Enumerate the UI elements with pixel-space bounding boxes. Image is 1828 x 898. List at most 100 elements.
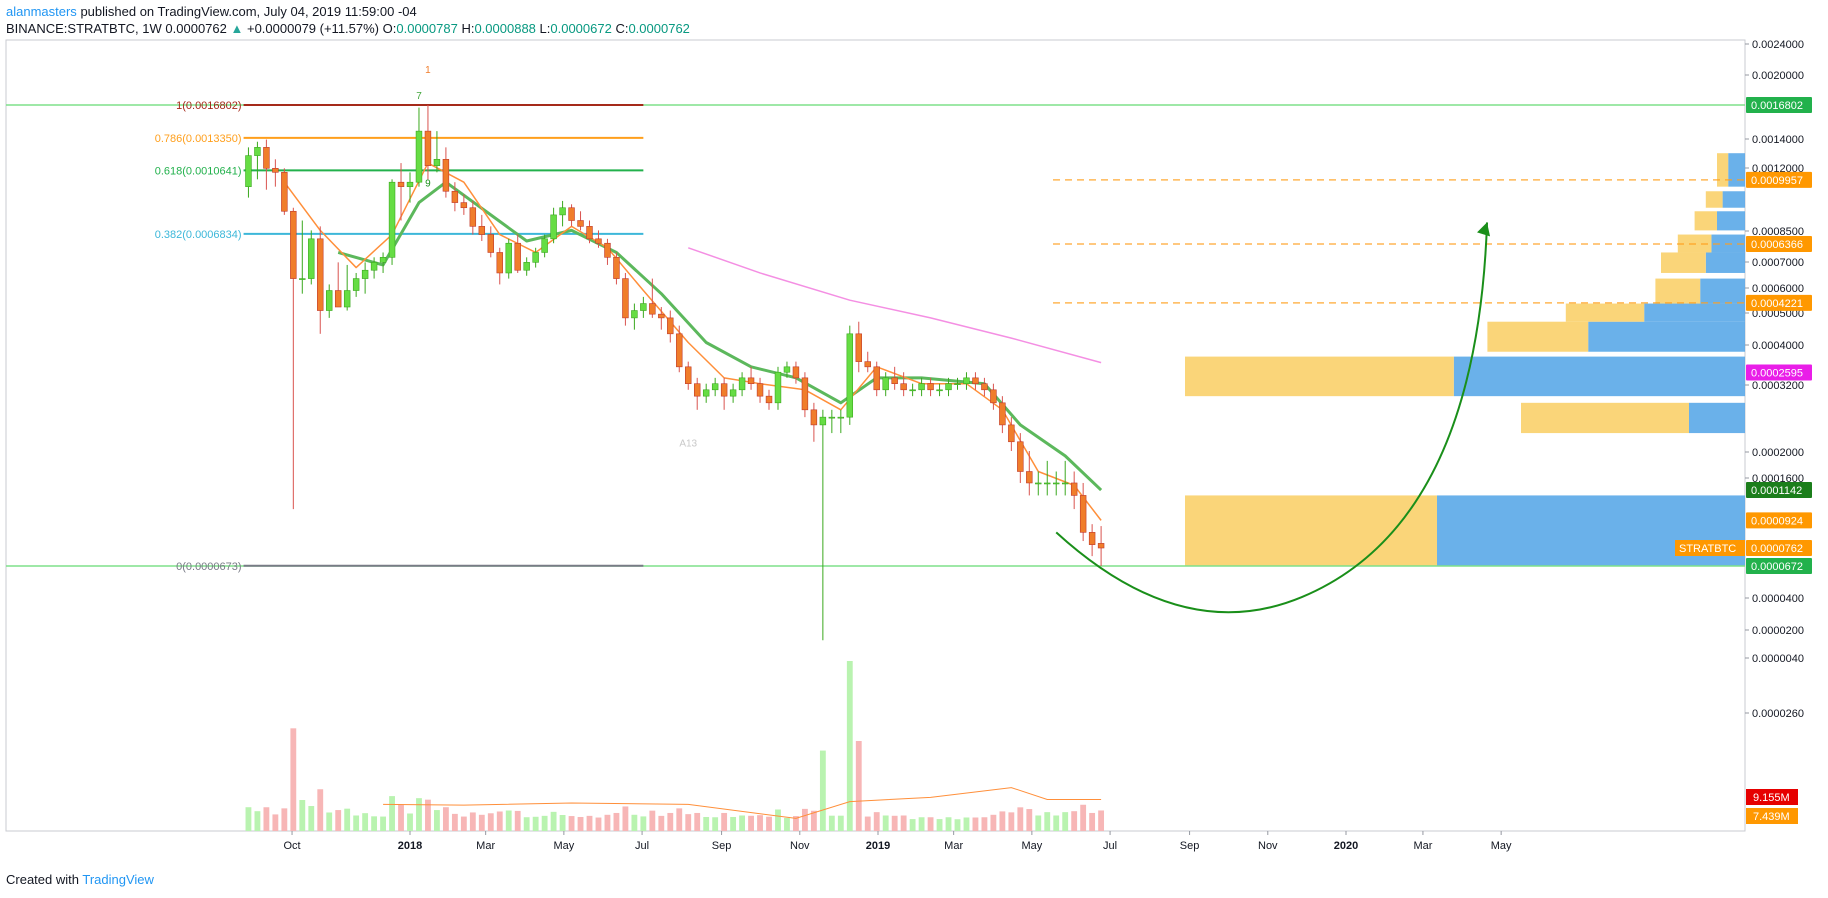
volume-bar-19 bbox=[416, 798, 422, 831]
sma-long-line bbox=[687, 247, 1102, 364]
close-label: C: bbox=[615, 21, 629, 36]
time-tick-label-10: Jul bbox=[1103, 840, 1117, 852]
volume-bar-27 bbox=[487, 813, 494, 831]
volume-bar-20 bbox=[425, 799, 431, 831]
candle-body-60 bbox=[783, 366, 791, 373]
candle-body-87 bbox=[1026, 471, 1033, 484]
candle-body-15 bbox=[379, 257, 387, 263]
time-tick-label-6: Nov bbox=[790, 840, 810, 852]
volume-bar-78 bbox=[945, 817, 952, 831]
candle-body-91 bbox=[1061, 482, 1069, 485]
volume-bar-64 bbox=[819, 750, 826, 831]
volume-bar-80 bbox=[963, 817, 970, 831]
candle-body-1 bbox=[254, 147, 261, 156]
candle-body-26 bbox=[478, 226, 486, 235]
volume-profile-up-10 bbox=[1728, 153, 1745, 187]
candle-body-25 bbox=[469, 207, 477, 227]
price-tick-label-0: 0.0024000 bbox=[1752, 39, 1804, 51]
time-tick-label-14: Mar bbox=[1413, 840, 1432, 852]
volume-profile-up-8 bbox=[1717, 211, 1745, 231]
candle-body-32 bbox=[532, 252, 539, 263]
candle-body-18 bbox=[406, 181, 414, 187]
volume-bar-2 bbox=[263, 807, 270, 831]
candle-body-34 bbox=[550, 214, 557, 240]
published-text: published on TradingView.com, July 04, 2… bbox=[80, 4, 417, 19]
price-badge-bg-8 bbox=[1746, 558, 1812, 574]
volume-bar-60 bbox=[784, 817, 790, 831]
price-chart[interactable]: 1(0.0016802) 0.786(0.0013350) 0.618(0.0010… bbox=[0, 0, 1828, 866]
candle-body-0 bbox=[245, 155, 252, 187]
volume-profile-up-5 bbox=[1700, 278, 1745, 304]
volume-profile-down-2 bbox=[1185, 356, 1454, 397]
candle-body-11 bbox=[343, 290, 351, 308]
price-badge-3: 0.0004221 bbox=[1751, 298, 1803, 310]
price-badge-5: 0.0001142 bbox=[1751, 485, 1802, 497]
candle-body-5 bbox=[290, 210, 297, 279]
volume-bar-94 bbox=[1089, 812, 1096, 831]
volume-bar-66 bbox=[837, 815, 844, 831]
price-tick-label-4: 0.0008500 bbox=[1752, 226, 1804, 238]
volume-bar-4 bbox=[281, 808, 288, 831]
time-tick-label-13: 2020 bbox=[1334, 840, 1358, 852]
volume-bar-42 bbox=[622, 806, 629, 831]
volume-profile-down-10 bbox=[1717, 153, 1729, 187]
candle-body-92 bbox=[1070, 482, 1078, 496]
volume-bar-31 bbox=[523, 817, 530, 831]
candle-body-71 bbox=[882, 377, 889, 391]
volume-bar-73 bbox=[900, 815, 907, 831]
volume-bar-58 bbox=[766, 816, 772, 831]
volume-bar-29 bbox=[505, 810, 512, 831]
volume-bar-76 bbox=[927, 817, 934, 831]
volume-bar-32 bbox=[532, 816, 539, 831]
price-badge-bg-3 bbox=[1746, 294, 1812, 311]
volume-bar-68 bbox=[855, 741, 862, 831]
volume-bar-89 bbox=[1044, 812, 1051, 831]
volume-bar-92 bbox=[1071, 811, 1078, 831]
candle-body-56 bbox=[747, 377, 755, 384]
author-link[interactable]: alanmasters bbox=[6, 4, 77, 19]
volume-profile-down-8 bbox=[1694, 211, 1717, 231]
volume-bar-22 bbox=[442, 807, 449, 831]
price-badge-bg-4 bbox=[1746, 364, 1812, 381]
volume-bar-86 bbox=[1017, 807, 1024, 831]
price-tick-label-11: 0.0001600 bbox=[1752, 473, 1804, 485]
volume-bar-12 bbox=[353, 815, 360, 831]
volume-bar-43 bbox=[631, 814, 638, 831]
price-badge-bg-1 bbox=[1746, 171, 1812, 188]
candle-body-54 bbox=[729, 389, 737, 397]
forecast-curve bbox=[1055, 222, 1489, 614]
price-badge-2: 0.0006366 bbox=[1751, 239, 1803, 251]
tradingview-logo-link[interactable]: TradingView bbox=[82, 872, 154, 887]
fib-label-2: 0.618(0.0010641) bbox=[155, 165, 242, 177]
price-tick-label-5: 0.0007000 bbox=[1752, 257, 1804, 269]
volume-bar-30 bbox=[514, 810, 521, 831]
fib-label-3: 0.382(0.0006834) bbox=[155, 229, 242, 241]
volume-bar-40 bbox=[604, 814, 611, 831]
seq-label-0: 1 bbox=[425, 65, 431, 76]
footer: Created with TradingView bbox=[6, 872, 154, 887]
candle-body-30 bbox=[514, 242, 521, 271]
candle-body-51 bbox=[702, 389, 710, 397]
volume-bar-83 bbox=[990, 814, 997, 831]
fib-label-0: 1(0.0016802) bbox=[176, 100, 241, 112]
volume-bar-34 bbox=[550, 811, 557, 831]
volume-bar-46 bbox=[658, 815, 665, 831]
candle-body-2 bbox=[263, 147, 270, 169]
volume-bar-62 bbox=[801, 808, 808, 831]
change-value: +0.0000079 (+11.57%) bbox=[246, 21, 380, 36]
price-tick-label-12: 0.0000400 bbox=[1752, 593, 1804, 605]
candle-body-45 bbox=[649, 303, 656, 315]
candle-body-78 bbox=[945, 383, 952, 391]
open-value: 0.0000787 bbox=[396, 21, 458, 36]
candle-body-69 bbox=[864, 361, 871, 368]
candle-body-88 bbox=[1035, 482, 1042, 485]
volume-profile-down-0 bbox=[1185, 495, 1437, 566]
candle-body-21 bbox=[433, 158, 441, 166]
candle-body-16 bbox=[388, 181, 396, 258]
candle-body-89 bbox=[1044, 482, 1051, 485]
price-badge-4: 0.0002595 bbox=[1751, 368, 1803, 380]
volume-bar-10 bbox=[335, 810, 342, 831]
candle-body-29 bbox=[505, 242, 512, 274]
candle-body-62 bbox=[801, 377, 809, 411]
candle-body-10 bbox=[334, 290, 342, 308]
